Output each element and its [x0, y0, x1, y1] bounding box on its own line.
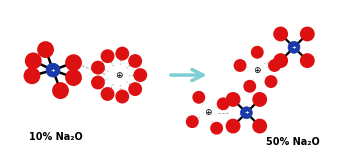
Circle shape — [226, 119, 240, 133]
Circle shape — [251, 46, 264, 59]
Circle shape — [128, 82, 142, 96]
Circle shape — [101, 87, 114, 101]
Circle shape — [91, 76, 105, 89]
Circle shape — [186, 115, 199, 128]
Circle shape — [288, 41, 300, 53]
Circle shape — [273, 53, 288, 68]
Circle shape — [101, 49, 114, 63]
Circle shape — [268, 59, 281, 72]
Circle shape — [210, 122, 223, 135]
Circle shape — [46, 63, 60, 77]
Circle shape — [252, 92, 267, 107]
Circle shape — [226, 92, 240, 107]
Circle shape — [91, 61, 105, 75]
Text: ⊕: ⊕ — [204, 108, 211, 117]
Text: +: + — [51, 68, 55, 73]
Circle shape — [23, 67, 40, 84]
Circle shape — [65, 54, 82, 71]
Circle shape — [240, 107, 252, 119]
Text: ⊕: ⊕ — [253, 66, 261, 75]
Circle shape — [217, 97, 230, 110]
FancyArrowPatch shape — [171, 71, 205, 80]
Circle shape — [37, 41, 54, 58]
Circle shape — [115, 90, 129, 103]
Circle shape — [243, 80, 256, 93]
Circle shape — [265, 75, 277, 88]
Circle shape — [65, 69, 82, 86]
Circle shape — [52, 82, 69, 99]
Circle shape — [128, 54, 142, 68]
Circle shape — [273, 27, 288, 41]
Circle shape — [133, 68, 147, 82]
Circle shape — [115, 47, 129, 61]
Circle shape — [192, 91, 205, 104]
Circle shape — [252, 119, 267, 133]
Circle shape — [233, 59, 246, 72]
Circle shape — [300, 27, 315, 41]
Circle shape — [25, 52, 42, 69]
Text: ⊕: ⊕ — [115, 71, 122, 80]
Circle shape — [199, 104, 217, 122]
Text: 50% Na₂O: 50% Na₂O — [266, 137, 320, 148]
Circle shape — [300, 53, 315, 68]
Circle shape — [248, 61, 266, 79]
Text: +: + — [292, 45, 296, 50]
Text: +: + — [244, 110, 249, 115]
Text: 10% Na₂O: 10% Na₂O — [29, 132, 83, 142]
Circle shape — [109, 65, 128, 85]
